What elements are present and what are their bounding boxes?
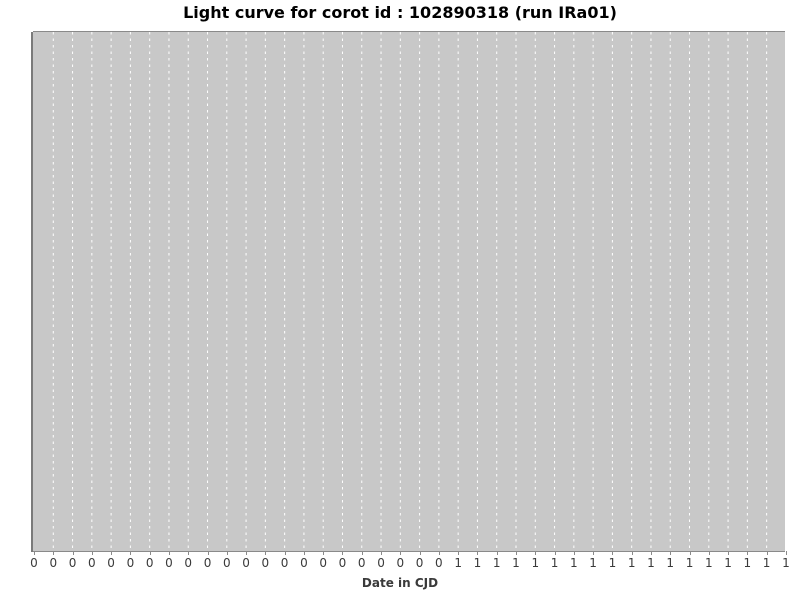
x-tick-label: 1 bbox=[492, 556, 501, 570]
x-tick-label: 0 bbox=[280, 556, 289, 570]
x-tick-label: 0 bbox=[184, 556, 193, 570]
x-tick-mark bbox=[670, 551, 672, 555]
axis-left-spine bbox=[31, 32, 33, 552]
x-tick-mark bbox=[554, 551, 556, 555]
x-tick-label: 1 bbox=[724, 556, 732, 570]
x-tick-label: 1 bbox=[570, 556, 578, 570]
x-tick-mark bbox=[207, 551, 209, 555]
x-tick-label: 0 bbox=[242, 556, 250, 570]
x-tick-label: 0 bbox=[88, 556, 96, 570]
x-tick-mark bbox=[708, 551, 710, 555]
x-tick-mark bbox=[130, 551, 132, 555]
x-tick-mark bbox=[361, 551, 363, 555]
x-tick-mark bbox=[766, 551, 768, 555]
x-tick-label: 0 bbox=[107, 556, 115, 570]
x-tick-mark bbox=[303, 551, 305, 555]
x-tick-mark bbox=[188, 551, 190, 555]
x-tick-mark bbox=[149, 551, 151, 555]
x-tick-mark bbox=[689, 551, 691, 555]
x-tick-mark bbox=[631, 551, 633, 555]
gridlines bbox=[52, 32, 768, 551]
x-tick-mark bbox=[34, 551, 35, 555]
x-tick-label: 1 bbox=[704, 556, 713, 570]
x-tick-mark bbox=[438, 551, 440, 555]
x-tick-label: 1 bbox=[762, 556, 771, 570]
x-tick-mark bbox=[246, 551, 248, 555]
x-tick-mark bbox=[111, 551, 113, 555]
x-tick-mark bbox=[381, 551, 383, 555]
x-tick-label: 0 bbox=[319, 556, 327, 570]
x-tick-label: 0 bbox=[30, 556, 38, 570]
x-tick-label: 1 bbox=[531, 556, 540, 570]
x-tick-mark bbox=[747, 551, 749, 555]
x-tick-label: 1 bbox=[666, 556, 675, 570]
x-tick-label: 0 bbox=[126, 556, 135, 570]
x-tick-label: 1 bbox=[627, 556, 636, 570]
x-tick-mark bbox=[72, 551, 74, 555]
x-tick-mark bbox=[400, 551, 402, 555]
x-tick-label: 0 bbox=[68, 556, 77, 570]
axis-bottom-spine bbox=[33, 551, 785, 552]
x-tick-label: 0 bbox=[435, 556, 443, 570]
x-tick-label: 0 bbox=[145, 556, 154, 570]
x-tick-label: 0 bbox=[49, 556, 58, 570]
x-tick-label: 0 bbox=[165, 556, 173, 570]
x-tick-mark bbox=[785, 551, 787, 555]
x-tick-mark bbox=[535, 551, 537, 555]
x-tick-label: 1 bbox=[454, 556, 462, 570]
plot-area bbox=[33, 32, 785, 551]
x-tick-mark bbox=[168, 551, 170, 555]
x-tick-label: 1 bbox=[550, 556, 559, 570]
x-tick-mark bbox=[226, 551, 228, 555]
x-tick-label: 0 bbox=[261, 556, 270, 570]
x-tick-mark bbox=[91, 551, 93, 555]
x-tick-label: 0 bbox=[357, 556, 366, 570]
x-tick-label: 1 bbox=[647, 556, 655, 570]
x-tick-mark bbox=[477, 551, 479, 555]
x-tick-mark bbox=[573, 551, 575, 555]
x-tick-mark bbox=[284, 551, 286, 555]
x-tick-mark bbox=[516, 551, 517, 555]
x-tick-mark bbox=[728, 551, 730, 555]
x-tick-mark bbox=[265, 551, 267, 555]
x-tick-label: 1 bbox=[512, 556, 520, 570]
x-tick-label: 1 bbox=[473, 556, 482, 570]
x-tick-mark bbox=[496, 551, 498, 555]
x-tick-label: 0 bbox=[222, 556, 231, 570]
x-tick-mark bbox=[419, 551, 421, 555]
x-tick-mark bbox=[458, 551, 460, 555]
x-tick-mark bbox=[593, 551, 595, 555]
x-tick-label: 0 bbox=[300, 556, 308, 570]
x-tick-label: 1 bbox=[685, 556, 694, 570]
chart-title: Light curve for corot id : 102890318 (ru… bbox=[183, 3, 617, 22]
x-tick-mark bbox=[342, 551, 344, 555]
x-tick-label: 0 bbox=[377, 556, 385, 570]
x-tick-mark bbox=[650, 551, 652, 555]
x-axis-label: Date in CJD bbox=[361, 576, 439, 590]
x-tick-label: 1 bbox=[589, 556, 597, 570]
x-tick-label: 0 bbox=[415, 556, 424, 570]
x-tick-label: 1 bbox=[782, 556, 790, 570]
x-tick-label: 0 bbox=[396, 556, 405, 570]
x-tick-mark bbox=[323, 551, 325, 555]
x-tick-mark bbox=[53, 551, 55, 555]
x-tick-label: 0 bbox=[203, 556, 212, 570]
x-tick-label: 1 bbox=[608, 556, 617, 570]
x-tick-mark bbox=[612, 551, 614, 555]
axis-top-spine bbox=[33, 31, 785, 32]
x-tick-label: 0 bbox=[338, 556, 347, 570]
x-tick-label: 1 bbox=[743, 556, 752, 570]
